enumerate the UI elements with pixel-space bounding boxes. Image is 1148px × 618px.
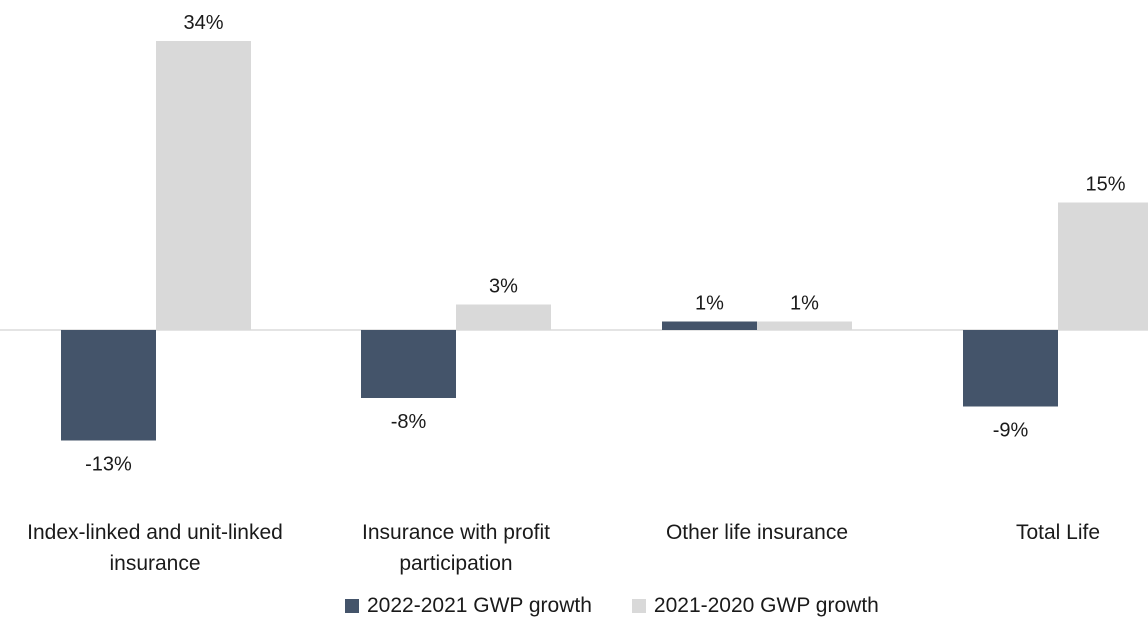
- data-label-s0-c1: -8%: [391, 411, 427, 433]
- legend-swatch-2022-2021: [345, 599, 359, 613]
- data-label-s1-c1: 3%: [489, 276, 518, 298]
- bar-s0-c3: [963, 330, 1058, 407]
- bar-s0-c1: [361, 330, 456, 398]
- legend-item-2022-2021: 2022-2021 GWP growth: [345, 594, 592, 618]
- category-label-1-line-1: participation: [399, 552, 512, 575]
- data-label-s1-c3: 15%: [1085, 174, 1125, 196]
- legend: 2022-2021 GWP growth 2021-2020 GWP growt…: [345, 594, 919, 618]
- category-label-0-line-1: insurance: [109, 552, 200, 575]
- bar-s1-c2: [757, 321, 852, 330]
- bar-s1-c1: [456, 304, 551, 330]
- legend-swatch-2021-2020: [631, 599, 646, 613]
- bar-s0-c0: [61, 330, 156, 441]
- bar-s1-c3: [1058, 202, 1148, 330]
- data-label-s0-c3: -9%: [993, 420, 1029, 442]
- legend-item-2021-2020: 2021-2020 GWP growth: [631, 594, 879, 618]
- category-label-2-line-0: Other life insurance: [666, 521, 848, 544]
- legend-label-2021-2020: 2021-2020 GWP growth: [653, 594, 879, 617]
- bar-s1-c0: [156, 41, 251, 330]
- category-label-1-line-0: Insurance with profit: [362, 521, 550, 544]
- data-label-s1-c2: 1%: [790, 293, 819, 315]
- data-label-s0-c2: 1%: [695, 293, 724, 315]
- data-label-s1-c0: 34%: [183, 12, 223, 34]
- category-label-3-line-0: Total Life: [1016, 521, 1100, 544]
- legend-label-2022-2021: 2022-2021 GWP growth: [367, 594, 592, 617]
- data-label-s0-c0: -13%: [85, 454, 132, 476]
- category-label-0-line-0: Index-linked and unit-linked: [27, 521, 283, 544]
- bar-s0-c2: [662, 321, 757, 330]
